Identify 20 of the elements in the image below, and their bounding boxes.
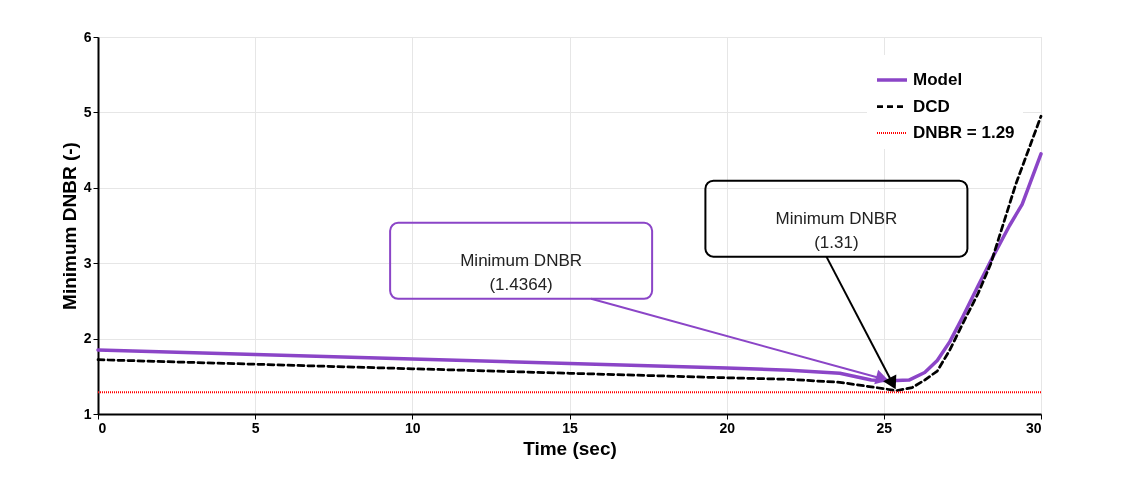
legend-label: DNBR = 1.29 [913, 123, 1015, 142]
y-tick-label: 5 [83, 103, 92, 120]
x-tick-label: 5 [251, 419, 260, 436]
y-tick-label: 4 [83, 179, 92, 196]
x-tick-label: 15 [562, 419, 578, 436]
annotation: Minimum DNBR (1.4364) [460, 250, 583, 294]
legend-label: DCD [913, 96, 950, 116]
x-tick-label: 10 [405, 419, 421, 436]
x-tick-label: 25 [876, 419, 893, 436]
legend-label: Model [913, 70, 963, 89]
x-tick-label: 0 [98, 419, 107, 436]
x-tick-label: 30 [1025, 419, 1042, 436]
x-tick-label: 20 [719, 419, 736, 436]
y-axis-title: Minimum DNBR (-) [58, 142, 80, 310]
y-tick-label: 2 [83, 330, 92, 347]
y-tick-label: 3 [83, 254, 92, 271]
y-tick-label: 1 [83, 405, 92, 422]
x-axis-title: Time (sec) [523, 437, 617, 459]
y-tick-label: 6 [83, 28, 92, 45]
annotation: Minimum DNBR (1.31) [775, 208, 898, 252]
